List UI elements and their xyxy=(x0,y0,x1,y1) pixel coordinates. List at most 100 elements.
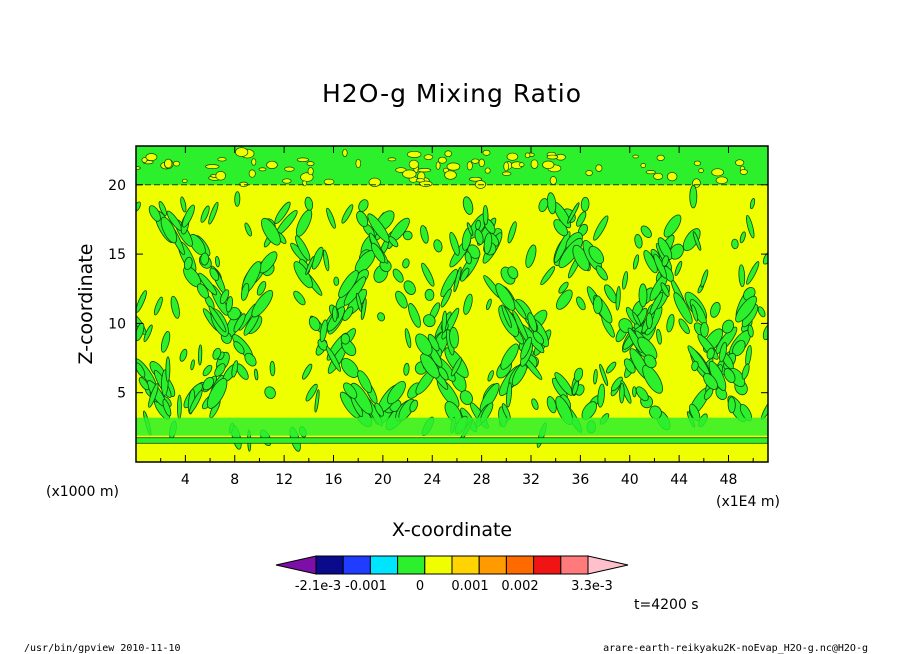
y-tick-label: 15 xyxy=(108,247,126,263)
contour-region xyxy=(333,276,340,286)
contour-gap xyxy=(595,164,603,172)
contour-gap xyxy=(666,172,678,182)
contour-region xyxy=(660,282,670,297)
contour-region xyxy=(723,368,736,383)
contour-region xyxy=(322,249,330,272)
contour-region xyxy=(495,283,516,311)
contour-gap xyxy=(415,178,425,183)
contour-gap xyxy=(653,172,664,180)
contour-gap xyxy=(423,154,434,160)
contour-region xyxy=(403,280,416,295)
contour-region xyxy=(623,358,636,374)
x-tick-label: 36 xyxy=(571,472,589,488)
contour-region xyxy=(198,344,203,366)
colorbar-max-triangle xyxy=(587,555,629,575)
contour-gap xyxy=(182,178,188,183)
contour-region xyxy=(355,292,363,312)
contour-region xyxy=(143,324,153,342)
contour-region xyxy=(305,256,315,275)
contour-region xyxy=(293,290,306,306)
contour-gap xyxy=(698,168,704,173)
contour-region xyxy=(558,281,569,294)
contour-region xyxy=(501,304,512,328)
contour-region xyxy=(538,198,549,213)
colorbar-swatch xyxy=(560,555,589,575)
contour-region xyxy=(269,360,276,377)
chart-title: H2O-g Mixing Ratio xyxy=(322,79,582,108)
contour-region xyxy=(632,386,637,398)
contour-region xyxy=(611,376,623,392)
contour-gap xyxy=(296,157,309,163)
contour-region xyxy=(735,295,758,323)
contour-region xyxy=(546,396,557,414)
contour-region xyxy=(554,231,571,263)
contour-gap xyxy=(417,167,432,173)
lower-band xyxy=(136,417,768,436)
contour-region xyxy=(643,354,657,369)
contour-region xyxy=(464,251,472,265)
contour-gap xyxy=(715,176,728,184)
contour-region xyxy=(666,314,675,333)
contour-region xyxy=(453,266,462,293)
contour-gap xyxy=(266,160,278,169)
contour-region xyxy=(527,312,538,332)
contour-region xyxy=(244,352,257,367)
contour-region xyxy=(749,198,756,210)
contour-gap xyxy=(307,167,314,176)
contour-region xyxy=(645,312,653,329)
contour-region xyxy=(635,386,649,402)
contour-region xyxy=(592,295,603,314)
contour-region xyxy=(632,311,641,327)
contour-region xyxy=(438,366,449,381)
contour-region xyxy=(747,324,754,338)
contour-region xyxy=(619,383,625,404)
contour-region xyxy=(656,328,662,345)
contour-region xyxy=(580,196,590,212)
contour-gap xyxy=(444,150,452,158)
contour-region xyxy=(637,336,658,360)
contour-region xyxy=(200,205,210,223)
colorbar-tick-label: 3.3e-3 xyxy=(571,579,613,594)
contour-region xyxy=(433,239,443,253)
contour-region xyxy=(233,341,245,355)
contour-region xyxy=(703,373,718,390)
contour-region xyxy=(746,261,760,285)
contour-region xyxy=(597,383,605,408)
contour-region xyxy=(741,363,750,380)
contour-region xyxy=(642,364,663,394)
contour-region xyxy=(663,214,682,238)
x-tick-label: 32 xyxy=(522,472,540,488)
contour-region xyxy=(408,303,421,328)
contour-region xyxy=(388,236,399,248)
contour-gap xyxy=(484,167,491,174)
x-tick-label: 12 xyxy=(275,472,293,488)
contour-region xyxy=(177,394,182,420)
contour-region xyxy=(254,368,259,381)
contour-region xyxy=(214,363,226,377)
contour-gap xyxy=(407,150,422,158)
plot-frame xyxy=(135,145,769,463)
contour-region xyxy=(757,306,766,318)
contour-gap xyxy=(248,169,256,178)
contour-region xyxy=(706,347,715,360)
contour-region xyxy=(487,370,494,382)
contour-gap xyxy=(549,176,557,185)
contour-region xyxy=(231,360,239,378)
contour-region xyxy=(179,348,188,362)
contour-region xyxy=(165,356,171,383)
contour-region xyxy=(507,266,519,280)
contour-region xyxy=(423,314,436,328)
contour-region xyxy=(576,211,587,227)
contour-gap xyxy=(711,168,724,177)
contour-gap xyxy=(693,160,701,166)
contour-region xyxy=(403,362,410,376)
colorbar-swatch xyxy=(424,555,453,575)
contour-field xyxy=(136,146,768,452)
contour-region xyxy=(593,368,598,385)
contour-gap xyxy=(585,170,593,176)
contour-gap xyxy=(444,170,457,180)
contour-region xyxy=(450,357,462,377)
contour-region xyxy=(212,347,222,360)
y-axis-label: Z-coordinate xyxy=(75,244,97,365)
contour-region xyxy=(200,252,210,266)
